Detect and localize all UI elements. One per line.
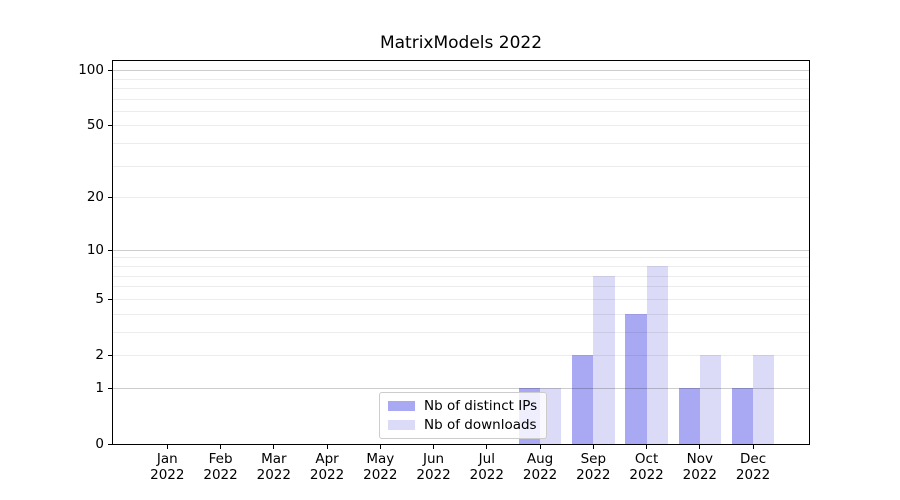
gridline-major (113, 387, 809, 389)
x-tick-mark (539, 445, 541, 449)
gridline-minor (113, 331, 809, 333)
bar-downloads (699, 354, 722, 444)
x-tick-label: Oct 2022 (629, 451, 664, 483)
gridline-minor (113, 87, 809, 89)
y-tick-label: 10 (86, 241, 104, 258)
y-tick-label: 0 (95, 436, 104, 452)
y-tick-mark (108, 298, 112, 300)
gridline-minor (113, 265, 809, 267)
legend-entry-downloads: Nb of downloads (388, 418, 537, 432)
gridline-minor (113, 275, 809, 277)
x-tick-mark (433, 445, 435, 449)
gridline-minor (113, 354, 809, 356)
gridline-minor (113, 143, 809, 145)
x-tick-mark (592, 445, 594, 449)
bar-distinct-ips (625, 313, 647, 444)
x-tick-label: Mar 2022 (256, 451, 291, 483)
x-tick-label: Aug 2022 (522, 451, 558, 483)
legend-entry-distinct-ips: Nb of distinct IPs (388, 399, 537, 413)
x-tick-mark (486, 445, 488, 449)
x-tick-label: Jul 2022 (469, 451, 504, 483)
x-tick-label: Nov 2022 (682, 451, 717, 483)
y-tick-mark (108, 197, 112, 199)
x-tick-mark (646, 445, 648, 449)
x-tick-label: Jun 2022 (416, 451, 451, 483)
gridline-minor (113, 125, 809, 127)
x-tick-label: Apr 2022 (309, 451, 345, 483)
y-tick-label: 5 (95, 290, 104, 307)
y-tick-mark (108, 354, 112, 356)
y-tick-label: 100 (78, 62, 104, 79)
x-tick-mark (379, 445, 381, 449)
plot-area (112, 60, 810, 445)
legend-swatch-downloads (388, 420, 415, 430)
gridline-major (113, 70, 809, 72)
bar-distinct-ips (678, 387, 700, 444)
bar-downloads (646, 265, 668, 444)
legend-swatch-distinct-ips (388, 401, 415, 411)
gridline-minor (113, 98, 809, 100)
y-tick-label: 50 (86, 117, 104, 134)
gridline-minor (113, 78, 809, 80)
x-tick-mark (273, 445, 275, 449)
y-tick-label: 2 (95, 346, 104, 363)
legend: Nb of distinct IPs Nb of downloads (379, 392, 548, 439)
y-tick-label: 1 (95, 379, 104, 396)
y-tick-mark (108, 387, 112, 389)
bar-downloads (753, 354, 775, 444)
y-tick-mark (108, 249, 112, 251)
chart-title: MatrixModels 2022 (379, 33, 543, 53)
legend-label-distinct-ips: Nb of distinct IPs (424, 398, 538, 414)
bar-distinct-ips (572, 354, 594, 444)
gridline-minor (113, 257, 809, 259)
gridline-minor (113, 286, 809, 288)
y-tick-mark (108, 125, 112, 127)
bar-distinct-ips (731, 387, 754, 444)
gridline-major (113, 249, 809, 251)
gridline-minor (113, 313, 809, 315)
x-tick-mark (166, 445, 168, 449)
gridline-minor (113, 110, 809, 112)
x-tick-label: Dec 2022 (735, 451, 771, 483)
x-tick-label: Feb 2022 (203, 451, 238, 483)
y-tick-mark (108, 70, 112, 72)
y-tick-label: 20 (86, 189, 104, 206)
y-tick-mark (108, 444, 112, 445)
x-tick-label: Jan 2022 (150, 451, 185, 483)
bar-downloads (593, 275, 615, 444)
legend-label-downloads: Nb of downloads (424, 417, 537, 433)
gridline-minor (113, 165, 809, 167)
gridline-minor (113, 197, 809, 199)
x-tick-label: Sep 2022 (576, 451, 611, 483)
x-tick-mark (752, 445, 754, 449)
x-tick-mark (326, 445, 328, 449)
x-tick-mark (699, 445, 701, 449)
x-tick-mark (220, 445, 222, 449)
x-tick-label: May 2022 (363, 451, 398, 483)
gridline-minor (113, 298, 809, 300)
